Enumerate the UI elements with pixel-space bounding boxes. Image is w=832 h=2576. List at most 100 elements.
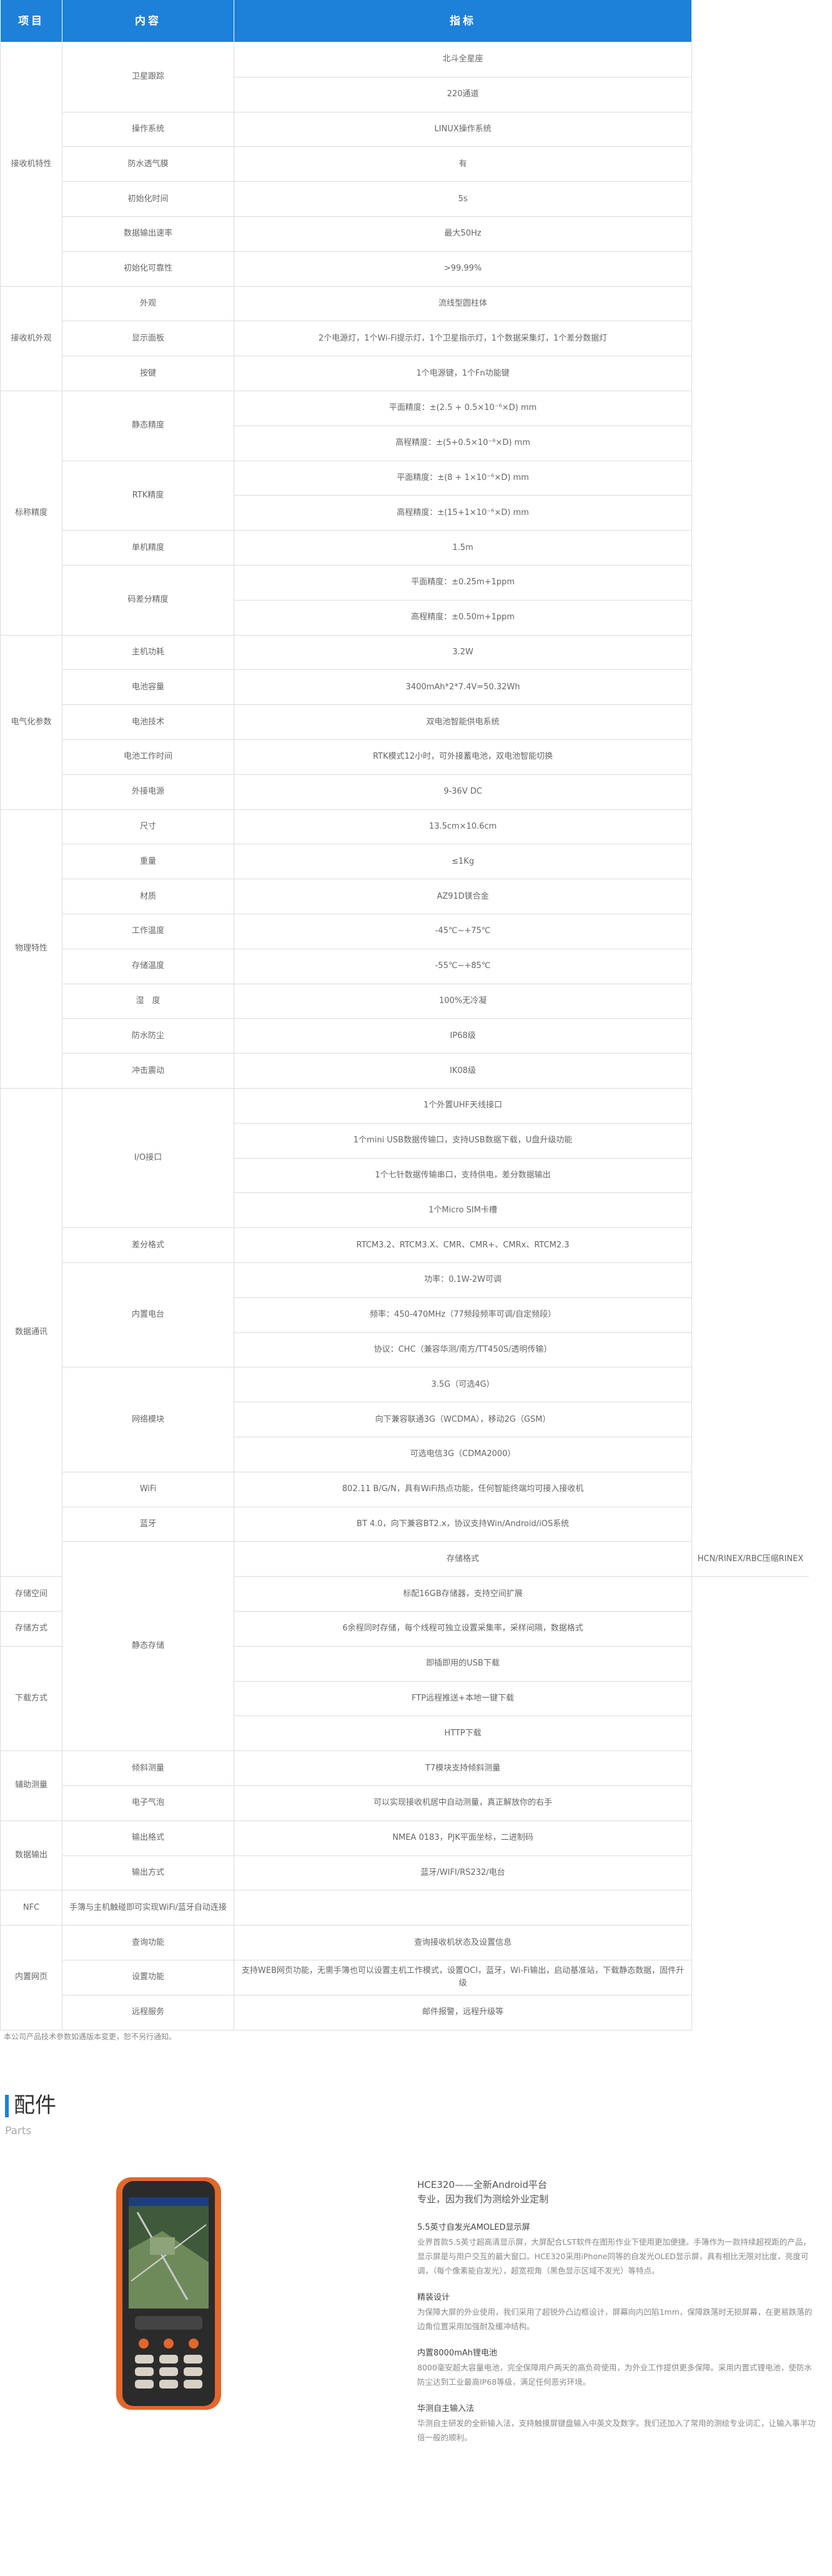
spec-group: NFC	[0, 1890, 62, 1926]
spec-item: 外接电源	[62, 774, 234, 810]
spec-value: 平面精度：±0.25m+1ppm	[234, 566, 692, 601]
spec-item: 湿 度	[62, 984, 234, 1019]
spec-item: 电子气泡	[62, 1786, 234, 1821]
spec-item: 设置功能	[62, 1960, 234, 1995]
spec-value: 最大50Hz	[234, 217, 692, 252]
spec-item: 冲击震动	[62, 1054, 234, 1089]
spec-item: 外观	[62, 286, 234, 322]
spec-value: 流线型圆柱体	[234, 286, 692, 322]
header-cell: 指标	[234, 0, 692, 42]
footnote: 本公司产品技术参数如遇版本变更，恕不另行通知。	[4, 2032, 177, 2041]
spec-note: HCN/RINEX/RBC压缩RINEX	[692, 1542, 809, 1577]
spec-item: 初始化时间	[62, 182, 234, 217]
header-cell: 项目	[0, 0, 62, 42]
spec-item: 工作温度	[62, 914, 234, 949]
feature-text: 业界首款5.5英寸超高清显示屏，大屏配合LST软件在图形作业下使用更加便捷。手簿…	[417, 2237, 811, 2275]
spec-group: 存储方式	[0, 1612, 62, 1647]
spec-value: 频率：450-470MHz（77频段频率可调/自定频段）	[234, 1297, 692, 1333]
spec-item: 防水透气膜	[62, 147, 234, 182]
spec-group: 数据输出	[0, 1820, 62, 1891]
product-description: HCE320——全新Android平台 专业，因为我们为测绘外业定制 5.5英寸…	[417, 2178, 817, 2445]
spec-value: 标配16GB存储器，支持空间扩展	[234, 1577, 692, 1612]
spec-item: WiFi	[62, 1472, 234, 1507]
spec-value: RTK模式12小时，可外接蓄电池，双电池智能切换	[234, 740, 692, 775]
spec-value: RTCM3.2、RTCM3.X、CMR、CMR+、CMRx、RTCM2.3	[234, 1228, 692, 1263]
spec-value: 存储格式	[234, 1542, 692, 1577]
spec-value: 可以实现接收机居中自动测量，真正解放你的右手	[234, 1786, 692, 1821]
spec-item: 码差分精度	[62, 566, 234, 636]
spec-item: 查询功能	[62, 1925, 234, 1960]
spec-value: 1个七针数据传输串口，支持供电，差分数据输出	[234, 1158, 692, 1194]
spec-value: 功率：0.1W-2W可调	[234, 1263, 692, 1298]
spec-value: 平面精度：±(8 + 1×10⁻⁶×D) mm	[234, 461, 692, 496]
spec-group: 下载方式	[0, 1646, 62, 1752]
spec-value: AZ91D镁合金	[234, 879, 692, 914]
spec-value: 即插即用的USB下载	[234, 1646, 692, 1682]
feature-text: 华测自主研发的全新输入法，支持触摸屏键盘输入中英文及数字。我们还加入了常用的测绘…	[417, 2419, 816, 2442]
spec-item: 材质	[62, 879, 234, 914]
spec-item: 内置电台	[62, 1263, 234, 1368]
spec-value: 邮件报警，远程升级等	[234, 1995, 692, 2030]
spec-value: 北斗全星座	[234, 42, 692, 77]
spec-item: 操作系统	[62, 112, 234, 147]
spec-value: 高程精度：±0.50m+1ppm	[234, 600, 692, 636]
spec-item: 静态存储	[62, 1542, 234, 1752]
spec-value: 1个外置UHF天线接口	[234, 1089, 692, 1124]
spec-value: 802.11 B/G/N，具有WiFi热点功能，任何智能终端均可接入接收机	[234, 1472, 692, 1507]
spec-value: 1.5m	[234, 531, 692, 566]
spec-value: IP68级	[234, 1019, 692, 1054]
spec-item: 差分格式	[62, 1228, 234, 1263]
feature-heading: 5.5英寸自发光AMOLED显示屏	[417, 2223, 530, 2232]
spec-item: 网络模块	[62, 1367, 234, 1472]
spec-value: 支持WEB网页功能，无需手簿也可以设置主机工作模式，设置OCI，蓝牙，Wi-Fi…	[234, 1960, 692, 1995]
spec-item: 电池容量	[62, 670, 234, 706]
spec-group: 标称精度	[0, 391, 62, 636]
spec-value: 有	[234, 147, 692, 182]
feature-heading: 精装设计	[417, 2293, 450, 2302]
header-cell: 内容	[62, 0, 234, 42]
product-image	[116, 2177, 221, 2410]
spec-item: 防水防尘	[62, 1019, 234, 1054]
spec-value: 6余程同时存储，每个线程可独立设置采集率，采样间隔，数据格式	[234, 1612, 692, 1647]
spec-group: 接收机外观	[0, 286, 62, 391]
spec-value: T7模块支持倾斜测量	[234, 1751, 692, 1786]
spec-value: 高程精度：±(5+0.5×10⁻⁶×D) mm	[234, 426, 692, 461]
product-title: HCE320——全新Android平台	[417, 2179, 547, 2190]
spec-value: -45℃~+75℃	[234, 914, 692, 949]
spec-group: 存储空间	[0, 1577, 62, 1612]
spec-value: 100%无冷凝	[234, 984, 692, 1019]
spec-item: I/O接口	[62, 1089, 234, 1229]
spec-item: 输出方式	[62, 1855, 234, 1891]
spec-value: ≤1Kg	[234, 844, 692, 880]
spec-value: 3.2W	[234, 635, 692, 671]
spec-value: NMEA 0183，PJK平面坐标，二进制码	[234, 1820, 692, 1856]
spec-value: 蓝牙/WIFI/RS232/电台	[234, 1855, 692, 1891]
spec-value: 5s	[234, 182, 692, 217]
spec-value: 3.5G（可选4G）	[234, 1367, 692, 1403]
spec-value: 双电池智能供电系统	[234, 705, 692, 740]
spec-item: 电池工作时间	[62, 740, 234, 775]
feature-text: 8000毫安超大容量电池，完全保障用户两天的高负荷使用，为外业工作提供更多保障。…	[417, 2363, 812, 2387]
feature-heading: 内置8000mAh锂电池	[417, 2349, 497, 2358]
feature-heading: 华测自主输入法	[417, 2404, 475, 2414]
spec-item: 输出格式	[62, 1820, 234, 1856]
spec-value: 2个电源灯，1个Wi-Fi提示灯，1个卫星指示灯，1个数据采集灯，1个差分数据灯	[234, 321, 692, 357]
spec-value: 1个Micro SIM卡槽	[234, 1193, 692, 1229]
spec-item: 蓝牙	[62, 1507, 234, 1542]
spec-item: 手簿与主机触碰即可实现WiFi/蓝牙自动连接	[62, 1890, 234, 1926]
spec-value: BT 4.0，向下兼容BT2.x，协议支持Win/Android/iOS系统	[234, 1507, 692, 1542]
spec-value: >99.99%	[234, 251, 692, 287]
spec-group: 内置网页	[0, 1925, 62, 2030]
spec-group: 辅助测量	[0, 1751, 62, 1821]
spec-value: 高程精度：±(15+1×10⁻⁶×D) mm	[234, 496, 692, 531]
spec-item: 存储温度	[62, 949, 234, 984]
spec-item: 单机精度	[62, 531, 234, 566]
spec-value: 3400mAh*2*7.4V=50.32Wh	[234, 670, 692, 706]
spec-value: 1个mini USB数据传输口，支持USB数据下载，U盘升级功能	[234, 1123, 692, 1159]
spec-item: 远程服务	[62, 1995, 234, 2030]
spec-item: 按键	[62, 356, 234, 391]
feature-text: 为保障大屏的外业使用，我们采用了超锐外凸边框设计，屏幕向内凹陷1mm，保障跌落时…	[417, 2307, 813, 2331]
spec-group: 物理特性	[0, 809, 62, 1089]
spec-value: 1个电源键，1个Fn功能键	[234, 356, 692, 391]
spec-value: 平面精度：±(2.5 + 0.5×10⁻⁶×D) mm	[234, 391, 692, 426]
